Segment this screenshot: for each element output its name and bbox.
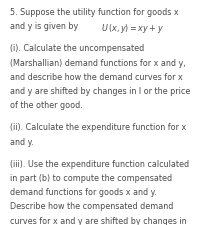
Text: 5. Suppose the utility function for goods x: 5. Suppose the utility function for good…	[10, 8, 179, 17]
Text: and describe how the demand curves for x: and describe how the demand curves for x	[10, 73, 183, 82]
Text: $\mathit{U}\,(\mathit{x},\mathit{y}) = \mathit{x}\mathit{y} + \mathit{y}$: $\mathit{U}\,(\mathit{x},\mathit{y}) = \…	[101, 22, 164, 35]
Text: and y is given by: and y is given by	[10, 22, 81, 31]
Text: and y are shifted by changes in I or the price: and y are shifted by changes in I or the…	[10, 87, 190, 96]
Text: curves for x and y are shifted by changes in: curves for x and y are shifted by change…	[10, 217, 187, 225]
Text: (ii). Calculate the expenditure function for x: (ii). Calculate the expenditure function…	[10, 124, 186, 133]
Text: (Marshallian) demand functions for x and y,: (Marshallian) demand functions for x and…	[10, 58, 186, 68]
Text: (iii). Use the expenditure function calculated: (iii). Use the expenditure function calc…	[10, 160, 189, 169]
Text: (i). Calculate the uncompensated: (i). Calculate the uncompensated	[10, 44, 144, 53]
Text: Describe how the compensated demand: Describe how the compensated demand	[10, 202, 173, 211]
Text: and y.: and y.	[10, 138, 34, 147]
Text: in part (b) to compute the compensated: in part (b) to compute the compensated	[10, 174, 172, 183]
Text: of the other good.: of the other good.	[10, 101, 83, 110]
Text: demand functions for goods x and y.: demand functions for goods x and y.	[10, 188, 157, 197]
